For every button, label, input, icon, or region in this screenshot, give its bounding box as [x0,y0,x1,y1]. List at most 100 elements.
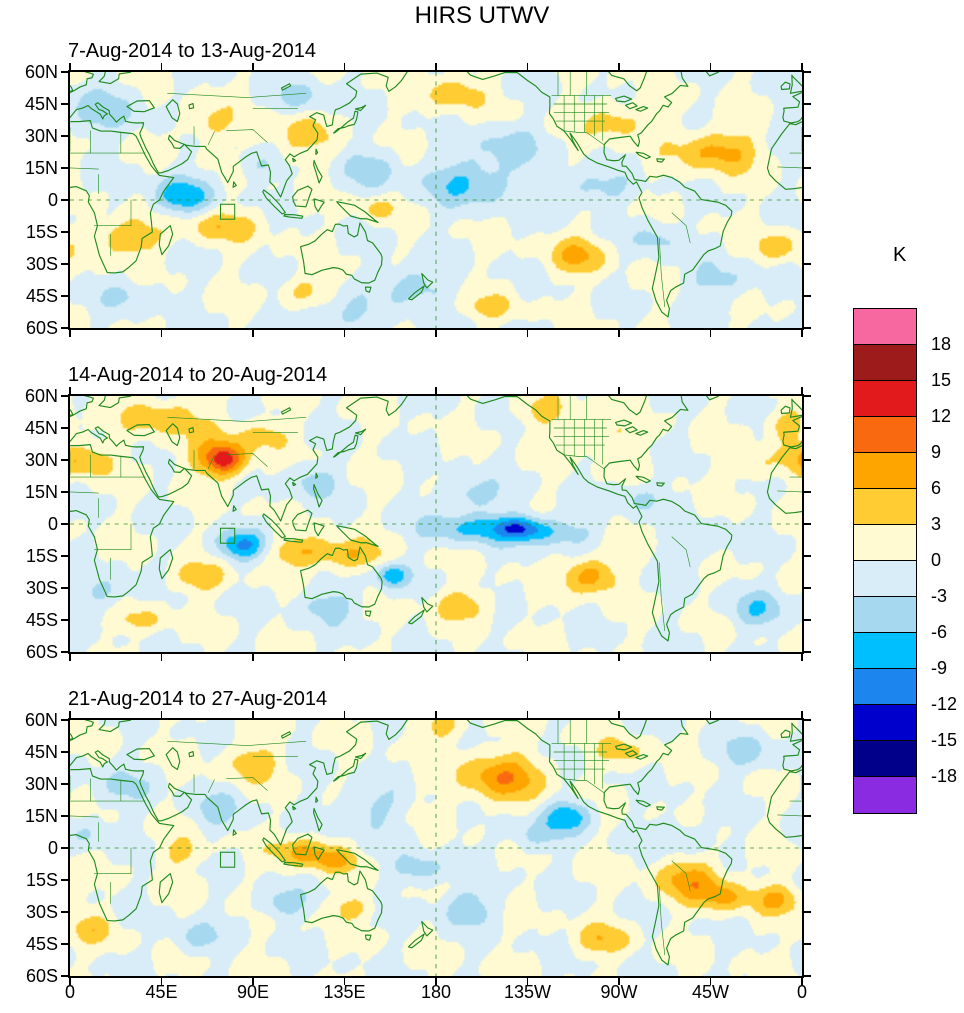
axis-tick [435,387,437,394]
axis-tick [709,654,712,661]
axis-tick [435,330,437,337]
page-title: HIRS UTWV [414,2,550,29]
colorbar-cell [854,597,916,633]
axis-tick [69,654,71,661]
axis-tick [61,263,68,265]
map-frame [61,387,811,661]
lon-axis-labels: 0 45E 90E 135E 180 135W 90W 45W 0 [0,982,964,1008]
axis-tick [804,103,811,105]
colorbar-tick-label: 12 [931,406,952,426]
colorbar-cell [854,489,916,525]
colorbar-tick-label: -6 [931,622,948,642]
panel-date-range: 7-Aug-2014 to 13-Aug-2014 [68,40,316,62]
axis-tick [804,295,811,297]
axis-tick [252,387,254,394]
axis-tick [526,711,529,718]
axis-tick [61,651,68,653]
axis-tick [804,815,811,817]
map-panel: 21-Aug-2014 to 27-Aug-2014 60N 45N 30N 15N 0… [0,684,846,998]
axis-tick [804,459,811,461]
axis-tick [804,167,811,169]
colorbar-tick-label: -9 [931,658,948,678]
colorbar-cell [854,633,916,669]
axis-tick [526,387,529,394]
axis-tick [160,330,163,337]
axis-tick [160,63,163,70]
axis-tick [804,555,811,557]
axis-tick [69,711,71,718]
map-panel: 7-Aug-2014 to 13-Aug-2014 60N 45N 30N 15N 0 1… [0,36,846,350]
axis-tick [69,387,71,394]
axis-tick [618,711,620,718]
colorbar-tick-label: -12 [931,694,958,714]
lat-tick-label: 30S [25,902,58,922]
colorbar-tick-label: 18 [931,334,952,354]
lat-tick-label: 15N [24,158,58,178]
axis-tick [804,427,811,429]
axis-tick [61,975,68,977]
axis-tick [61,751,68,753]
colorbar-cell [854,669,916,705]
axis-tick [801,978,803,985]
axis-tick [526,978,529,985]
colorbar-tick-label: 15 [931,370,952,390]
axis-tick [709,330,712,337]
lat-tick-label: 30N [24,774,58,794]
lat-tick-label: 60N [24,62,58,82]
axis-tick [61,167,68,169]
axis-tick [61,587,68,589]
axis-tick [618,387,620,394]
axis-tick [709,711,712,718]
axis-tick [804,587,811,589]
colorbar-tick-label: -3 [931,586,948,606]
axis-tick [61,103,68,105]
map-frame [61,63,811,337]
map-frame [61,711,811,985]
colorbar-tick-label: 0 [931,550,942,570]
colorbar-tick-label: -18 [931,766,958,786]
axis-tick [804,719,811,721]
axis-tick [61,199,68,201]
colorbar: K 18 15 12 9 6 3 0 -3 -6 -9 -12 -15 -18 [853,244,964,814]
coastlines-wrap-right [766,720,802,966]
lat-tick-label: 0 [47,190,58,210]
lon-tick-label: 90E [236,982,270,1002]
roi-box [219,203,236,220]
colorbar-cell [854,417,916,453]
axis-tick [252,330,254,337]
axis-tick [804,943,811,945]
panel-date-range: 14-Aug-2014 to 20-Aug-2014 [68,364,328,386]
axis-tick [435,63,437,70]
axis-tick [618,330,620,337]
axis-tick [61,523,68,525]
axis-tick [804,783,811,785]
axis-tick [804,231,811,233]
axis-tick [804,911,811,913]
axis-tick [343,330,346,337]
axis-tick [69,330,71,337]
axis-tick [160,711,163,718]
colorbar-cells [853,308,917,814]
axis-tick [801,711,803,718]
axis-tick [61,231,68,233]
panel-date-range: 21-Aug-2014 to 27-Aug-2014 [68,688,328,710]
lat-tick-label: 0 [47,838,58,858]
axis-tick [804,71,811,73]
axis-tick [252,978,254,985]
lat-tick-label: 45S [25,934,58,954]
axis-tick [804,395,811,397]
lat-tick-label: 45S [25,286,58,306]
lon-tick-label: 135E [323,982,366,1002]
lat-tick-label: 0 [47,514,58,534]
lat-tick-label: 15N [24,806,58,826]
colorbar-cell [854,741,916,777]
lat-tick-label: 15S [25,870,58,890]
axis-tick [709,387,712,394]
axis-tick [804,135,811,137]
axis-tick [69,63,71,70]
axis-tick [61,783,68,785]
lat-tick-label: 30S [25,578,58,598]
map-overlay [70,396,802,652]
axis-tick [252,711,254,718]
